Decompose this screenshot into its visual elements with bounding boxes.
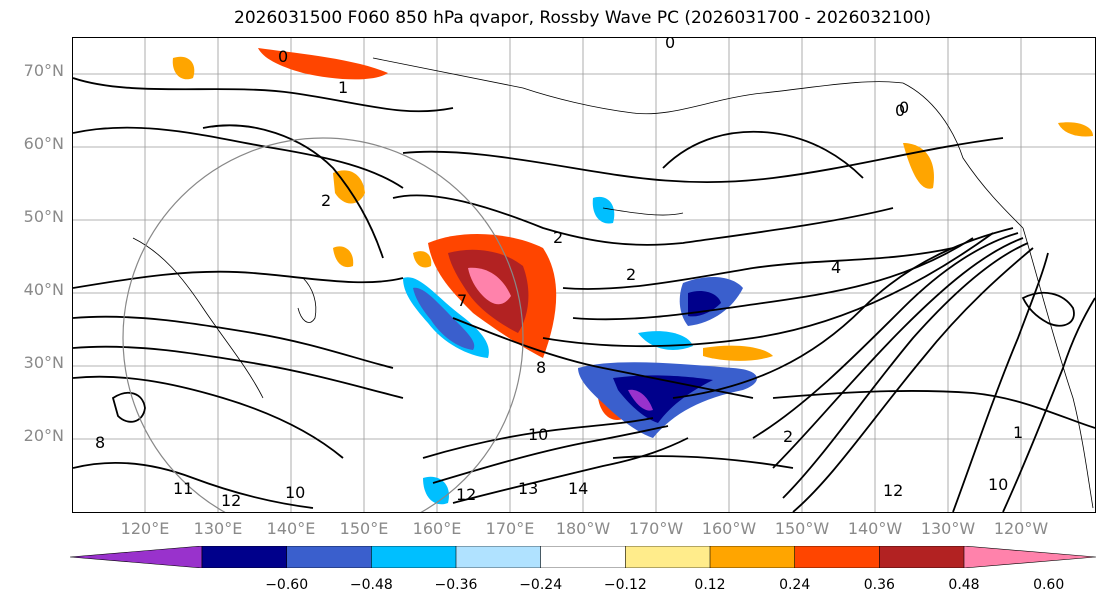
contour-label: 10 [988,475,1008,494]
contour-label-group: 0 1 0 0 2 2 2 4 7 8 10 10 11 12 12 13 14… [95,38,1023,510]
lat-label-70: 70°N [23,61,64,80]
contour-label: 10 [285,483,305,502]
contour-label: 7 [457,291,467,310]
lon-label-120w: 120°W [993,519,1049,538]
contour-label: 0 [278,47,288,66]
colorbar-cell [286,546,373,568]
lon-label-140e: 140°E [266,519,316,538]
colorbar-cell [540,546,627,568]
lat-label-30: 30°N [23,353,64,372]
colorbar-tick-label: 0.24 [779,577,811,593]
lon-label-120e: 120°E [120,519,170,538]
map-canvas: 0 1 0 0 2 2 2 4 7 8 10 10 11 12 12 13 14… [73,38,1095,512]
lat-label-40: 40°N [23,280,64,299]
contour-label: 4 [831,258,841,277]
colorbar-cell [455,546,542,568]
contour-label: 2 [553,228,563,247]
reference-circle [122,137,524,512]
colorbar-tick-label: 0.36 [863,577,895,593]
contour-label: 8 [536,358,546,377]
contour-label: 11 [173,479,193,498]
contour-label: 2 [783,427,793,446]
colorbar-cell [794,546,881,568]
colorbar-cell [625,546,711,568]
contour-label: 12 [221,491,241,510]
colorbar-tick-label: 0.12 [694,577,726,593]
colorbar-tick-label: −0.48 [349,577,393,593]
contour-label: 0 [665,38,675,52]
map-title: 2026031500 F060 850 hPa qvapor, Rossby W… [234,8,931,28]
coastlines [132,57,1094,509]
lon-label-150w: 150°W [774,519,830,538]
lon-label-170w: 170°W [628,519,684,538]
contour-label: 14 [568,479,588,498]
colorbar-cell [879,546,965,568]
lon-label-170e: 170°E [485,519,535,538]
colorbar-tick-label: −0.24 [519,577,563,593]
lon-label-160w: 160°W [701,519,757,538]
lat-label-50: 50°N [23,207,64,226]
lon-label-130w: 130°W [920,519,976,538]
colorbar-tick-label: −0.60 [265,577,309,593]
lon-label-160e: 160°E [412,519,462,538]
contour-label: 2 [626,265,636,284]
lat-label-20: 20°N [23,426,64,445]
colorbar-cell [963,546,1096,568]
contour-label: 10 [528,425,548,444]
contour-label: 1 [338,78,348,97]
contour-label: 8 [95,433,105,452]
qvapor-negative-anomaly [403,196,757,505]
lon-label-130e: 130°E [193,519,243,538]
map-panel: 0 1 0 0 2 2 2 4 7 8 10 10 11 12 12 13 14… [72,37,1096,513]
contour-label: 1 [1013,423,1023,442]
graticule [73,38,1095,512]
colorbar [70,546,1096,568]
contour-label: 13 [518,479,538,498]
colorbar-cell [709,546,796,568]
colorbar-tick-label: −0.12 [603,577,647,593]
contour-label: 12 [456,485,476,504]
contour-label: 2 [321,191,331,210]
colorbar-cell [201,546,288,568]
contour-label: 12 [883,481,903,500]
colorbar-tick-label: −0.36 [434,577,478,593]
lon-label-140w: 140°W [847,519,903,538]
colorbar-cell [70,546,203,568]
contour-label: 0 [899,98,909,117]
lat-label-60: 60°N [23,134,64,153]
contour-label: 0 [895,101,905,120]
colorbar-cells [70,546,1096,568]
qvapor-positive-anomaly [172,48,1093,420]
lon-label-150e: 150°E [339,519,389,538]
colorbar-tick-label: 0.48 [948,577,980,593]
contour-lines [73,77,1095,512]
colorbar-cell [371,546,457,568]
colorbar-tick-label: 0.60 [1033,577,1065,593]
lon-label-180w: 180°W [555,519,611,538]
